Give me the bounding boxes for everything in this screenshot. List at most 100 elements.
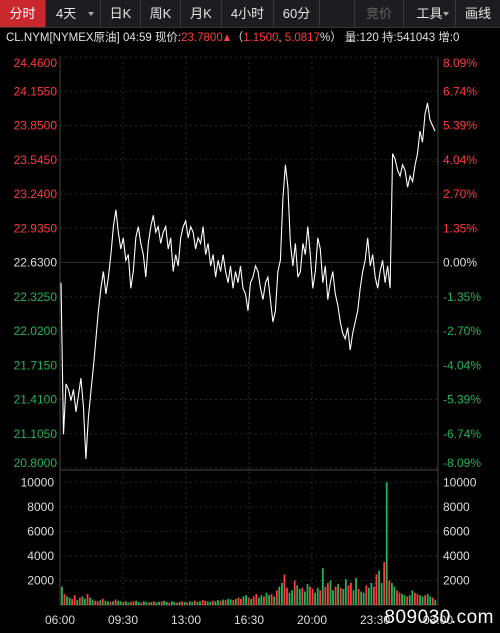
volume-tick-label-right: 8000 [443,500,470,514]
volume-bar [155,602,158,605]
volume-bar [186,602,189,605]
volume-bar [140,602,143,605]
tab-4day-label: 4天 [56,6,77,21]
volume-bar [332,590,334,605]
volume-bar [122,601,125,605]
volume-bar [350,582,352,605]
volume-bar [365,585,368,605]
volume-bar [148,602,150,605]
tab-4hour[interactable]: 4小时 [222,0,274,27]
price-tick-label: 21.7150 [14,358,58,372]
volume-tick-label-right: 2000 [443,573,470,587]
volume-bar [81,596,84,605]
volume-bar [176,602,178,605]
volume-bar [327,582,329,605]
volume-bar [263,596,265,605]
pct-tick-label: -2.70% [443,324,481,338]
tab-60min[interactable]: 60分 [274,0,320,27]
volume-bar [424,595,426,605]
volume-bar [375,574,378,605]
volume-bar [191,601,194,605]
volume-bar [281,582,283,605]
volume-bar [286,587,288,605]
volume-bar [380,582,383,605]
volume-bar [194,600,196,605]
volume-bar [416,594,419,605]
price-series-line [60,102,436,460]
arrow-up-icon [223,34,230,41]
volume-bar [360,591,363,605]
pct-tick-label: -4.04% [443,358,481,372]
volume-bar [296,585,299,605]
caret-down-icon [443,12,449,16]
volume-bar [135,600,137,605]
volume-bar [227,598,230,605]
volume-bar [385,482,388,605]
volume-bar [188,601,191,605]
volume-bar [429,596,432,605]
increase-label: 增: [438,32,453,44]
volume-bar [160,601,163,605]
price-tick-label: 24.4600 [14,56,58,70]
increase-value: 0 [453,32,460,44]
volume-bar [411,590,414,605]
volume-bar [204,600,206,605]
price-tick-label: 22.9350 [14,221,58,235]
price-tick-label: 23.8500 [14,119,58,133]
volume-bar [142,601,145,605]
volume-bar [355,578,357,605]
volume-bar [112,601,114,605]
volume-bar [89,597,91,605]
volume-bar [255,594,258,605]
volume-bar [391,582,393,605]
volume-bar [319,590,322,605]
volume-bar [278,586,281,605]
symbol-name: CL.NYM[NYMEX原油] [6,32,120,44]
price-tick-label: 21.4100 [14,393,58,407]
volume-bar [265,592,268,605]
price-tick-label: 24.1550 [14,84,58,98]
volume-bar [309,586,311,605]
volume-bar [339,587,342,605]
volume-bar [130,601,132,605]
intraday-chart[interactable]: 24.4600 8.09% 24.1550 6.74% 23.8500 5.39% 23.5… [0,48,500,633]
volume-bar [224,600,227,605]
volume-bar [283,574,286,605]
volume-label: 量: [344,32,360,44]
volume-bar [304,591,306,605]
bidding-button[interactable]: 竞价 [354,0,404,27]
toolbar-spacer [320,0,354,27]
volume-bar [168,602,171,605]
volume-bar [99,600,102,605]
volume-bar [127,602,130,605]
volume-bar [260,595,263,605]
open-interest-label: 持: [382,32,397,44]
pct-tick-label: 5.39% [443,119,477,133]
volume-bar [398,592,401,605]
volume-bar [119,601,122,605]
price-tick-label: 23.5450 [14,153,58,167]
volume-bar [199,601,201,605]
volume-bar [222,599,224,605]
pct-tick-label: 4.04% [443,153,477,167]
volume-bar [178,601,181,605]
pct-tick-label: -8.09% [443,456,481,470]
volume-bar [78,597,81,605]
volume-bar [107,601,109,605]
volume-bar [367,587,370,605]
tab-4day-dropdown[interactable]: 4天 [46,0,101,27]
tab-monthly-k[interactable]: 月K [181,0,222,27]
period-toolbar: 分时 4天 日K 周K 月K 4小时 60分 竞价 工具 画线 [0,0,500,28]
volume-bar [393,586,396,605]
draw-line-button[interactable]: 画线 [464,6,491,21]
tab-daily-k[interactable]: 日K [101,0,141,27]
volume-bar [247,597,250,605]
volume-bar [401,594,403,605]
tab-intraday[interactable]: 分时 [0,0,46,27]
tools-dropdown[interactable]: 工具 [404,0,456,27]
tab-weekly-k[interactable]: 周K [141,0,181,27]
volume-bar [117,600,120,605]
volume-bar [181,601,183,605]
volume-bar [258,597,260,605]
volume-bar [370,582,373,605]
